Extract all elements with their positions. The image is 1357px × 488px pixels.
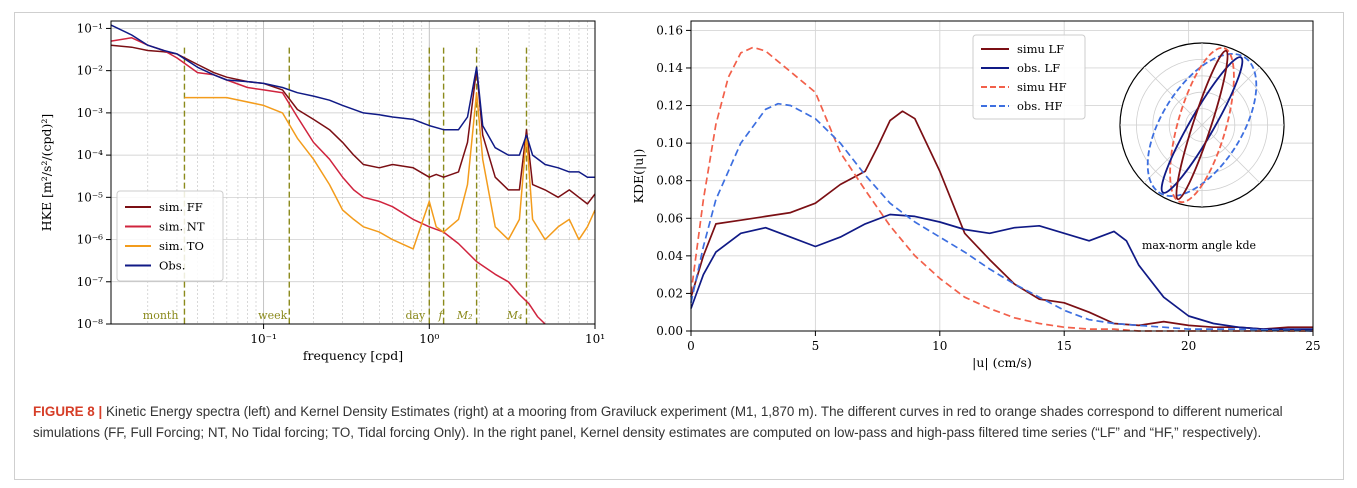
- figure-caption: FIGURE 8 | Kinetic Energy spectra (left)…: [33, 401, 1343, 443]
- y-tick-label: 10⁻⁵: [77, 190, 104, 204]
- axes-frame: [690, 20, 1314, 332]
- polar-kde-simu-hf: [1169, 46, 1235, 204]
- y-tick-label: 10⁻²: [77, 64, 104, 78]
- caption-text: Kinetic Energy spectra (left) and Kernel…: [33, 404, 1283, 440]
- series-line-nt: [110, 37, 546, 325]
- frequency-marker-label: month: [143, 309, 179, 322]
- y-tick-label: 0.00: [656, 324, 683, 338]
- y-tick-label: 0.16: [656, 23, 683, 37]
- polar-kde-obs-hf: [1146, 53, 1258, 197]
- frequency-marker-label: f: [438, 309, 445, 322]
- y-tick-label: 0.08: [656, 174, 683, 188]
- y-tick-label: 0.02: [656, 286, 683, 300]
- frequency-marker-label: M₂: [456, 309, 473, 322]
- y-tick-label: 10⁻⁸: [77, 317, 104, 331]
- legend-label: sim. FF: [159, 200, 203, 214]
- polar-kde-simu-lf: [1175, 49, 1229, 201]
- x-axis-label: frequency [cpd]: [303, 348, 403, 363]
- y-tick-label: 10⁻⁴: [77, 148, 104, 162]
- legend-label: sim. NT: [159, 220, 205, 234]
- legend-label: obs. LF: [1017, 61, 1060, 75]
- series-line-obs_hf: [690, 102, 1314, 332]
- y-tick-label: 10⁻³: [77, 106, 104, 120]
- x-tick-label: 10⁰: [419, 332, 439, 346]
- series-line-obs: [690, 213, 1313, 330]
- x-tick-label: 10⁻¹: [250, 332, 276, 346]
- x-tick-label: 20: [1181, 339, 1196, 353]
- x-tick-label: 10: [932, 339, 947, 353]
- x-tick-label: 0: [687, 339, 695, 353]
- kde-panel: 0 5 10 15 20 25 0.00 0.02 0.04 0.06 0.08 0.10 0.12 0.…: [631, 20, 1321, 370]
- y-tick-label: 0.04: [656, 249, 683, 263]
- series-line-simu_hf: [690, 46, 1313, 332]
- legend-label: sim. TO: [159, 239, 204, 253]
- legend-label: simu LF: [1017, 42, 1064, 56]
- polar-kde-obs-lf: [1160, 56, 1244, 194]
- polar-inset-label: max-norm angle kde: [1142, 239, 1256, 252]
- frequency-marker-label: M₄: [506, 309, 523, 322]
- hke-spectrum-panel: month week day f M₂ M₄ 10⁻¹ 10⁰ 10¹ 10⁻⁸ 10⁻⁷ 10⁻⁶ 1…: [39, 20, 605, 363]
- series-line-ff: [690, 110, 1313, 330]
- y-tick-label: 10⁻¹: [77, 21, 103, 35]
- legend-label: Obs.: [159, 259, 185, 273]
- legend-box: [116, 190, 224, 282]
- x-tick-label: 15: [1057, 339, 1072, 353]
- polar-inset: [1119, 42, 1285, 208]
- figure-frame: month week day f M₂ M₄ 10⁻¹ 10⁰ 10¹ 10⁻⁸ 10⁻⁷ 10⁻⁶ 1…: [14, 12, 1344, 480]
- y-tick-label: 0.14: [656, 61, 683, 75]
- series-line-ff: [110, 44, 596, 205]
- x-tick-label: 25: [1305, 339, 1320, 353]
- legend-label: simu HF: [1017, 80, 1067, 94]
- polar-grid-spoke: [1143, 66, 1261, 184]
- y-tick-label: 0.06: [656, 211, 683, 225]
- legend-label: obs. HF: [1017, 99, 1063, 113]
- x-axis-label: |u| (cm/s): [972, 355, 1032, 370]
- y-axis-label: HKE [m²/s²/(cpd)²]: [39, 114, 54, 232]
- y-tick-label: 0.12: [656, 99, 683, 113]
- x-tick-label: 10¹: [585, 332, 605, 346]
- series-line-obs: [110, 24, 595, 178]
- y-tick-label: 10⁻⁶: [77, 233, 104, 247]
- series-line-to: [184, 91, 596, 250]
- y-tick-label: 0.10: [656, 136, 683, 150]
- frequency-marker-label: day: [405, 309, 426, 322]
- y-axis-label: KDE(|u|): [631, 149, 646, 204]
- figure-panels: month week day f M₂ M₄ 10⁻¹ 10⁰ 10¹ 10⁻⁸ 10⁻⁷ 10⁻⁶ 1…: [39, 20, 1321, 370]
- axes-frame: [110, 20, 596, 325]
- frequency-marker-label: week: [258, 309, 287, 322]
- figure-label: FIGURE 8 |: [33, 404, 103, 419]
- legend-box: [972, 34, 1086, 120]
- y-tick-label: 10⁻⁷: [77, 275, 104, 289]
- x-tick-label: 5: [812, 339, 820, 353]
